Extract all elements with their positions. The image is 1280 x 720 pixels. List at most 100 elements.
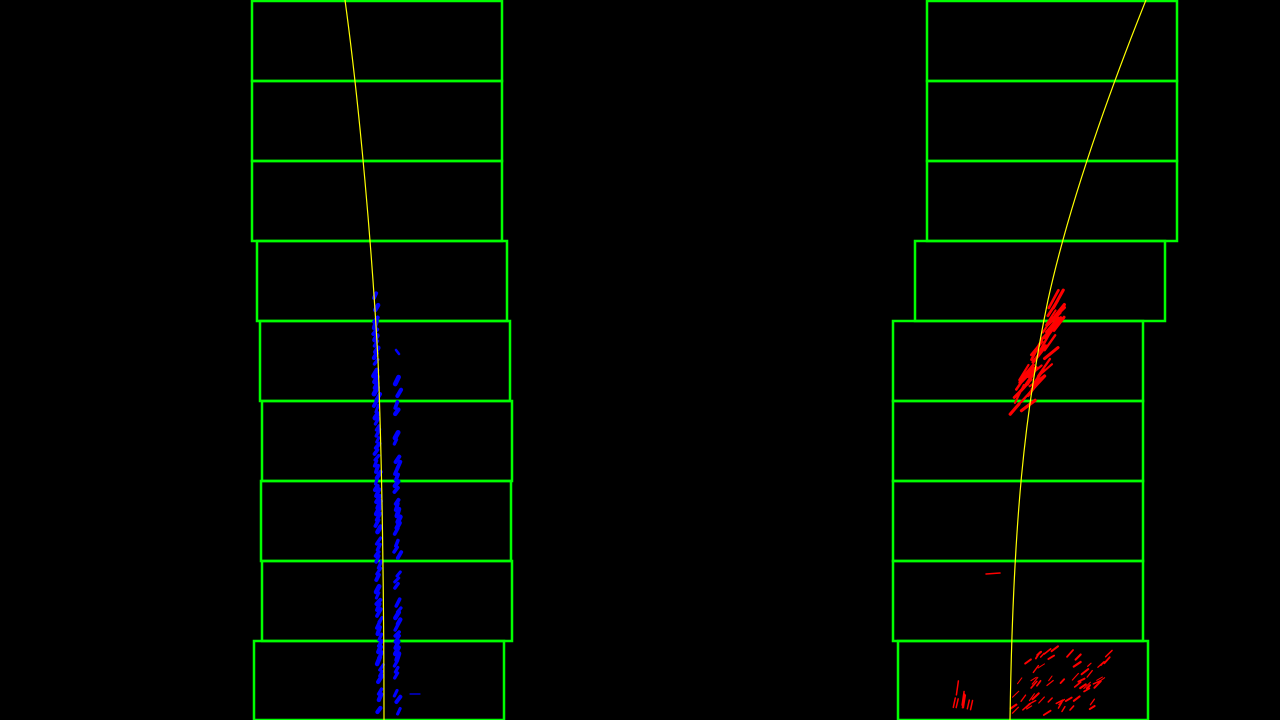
right-lane-pixel: [1090, 699, 1094, 705]
right-lane-pixel: [1076, 654, 1081, 659]
left-lane-pixel: [376, 556, 378, 562]
right-lane-pixel: [1075, 682, 1081, 687]
right-lane-pixel: [1047, 681, 1053, 686]
left-lane-pixel: [398, 552, 401, 558]
left-window-7: [261, 481, 511, 561]
left-lane-pixel: [374, 387, 378, 394]
right-lane-pixel: [1098, 662, 1104, 668]
left-lane-pixel: [379, 694, 381, 700]
right-lane-pixel: [1062, 707, 1065, 712]
left-lane-pixel: [395, 625, 398, 630]
left-lane-pixel: [374, 401, 377, 406]
right-window-2: [927, 81, 1177, 161]
right-window-1: [927, 1, 1177, 81]
left-lane-pixel: [395, 410, 398, 414]
left-lane-pixel: [375, 450, 378, 454]
right-window-8: [893, 561, 1143, 641]
right-lane-pixel: [1038, 664, 1044, 668]
right-lane-pixel: [1078, 679, 1084, 682]
left-lane-pixel: [394, 488, 398, 492]
right-lane-pixel: [1048, 698, 1052, 702]
right-lane-pixel: [1090, 706, 1095, 709]
left-window-3: [252, 161, 502, 241]
right-window-6: [893, 401, 1143, 481]
right-lane-pixel: [1087, 671, 1092, 678]
right-lane-pixel: [953, 698, 955, 707]
left-lane-pixel: [378, 627, 380, 634]
left-lane-pixel: [377, 438, 379, 442]
left-lane-pixel: [396, 697, 400, 702]
left-lane-pixel: [394, 547, 397, 552]
left-lane-pixel: [395, 668, 397, 672]
right-lane-pixels: [953, 290, 1112, 715]
left-lane-pixel: [377, 657, 380, 664]
right-lane-pixel: [1039, 697, 1045, 703]
right-lane-pixel: [1074, 696, 1080, 700]
left-window-1: [252, 1, 502, 81]
right-lane-pixel: [1018, 678, 1022, 684]
right-lane-pixel: [1032, 693, 1038, 699]
left-lane-pixel: [395, 481, 398, 486]
right-lane-pixel: [956, 699, 958, 708]
left-lane-pixel: [396, 599, 399, 606]
right-lane-pixel: [1021, 695, 1026, 701]
right-lane-pixel: [1012, 707, 1018, 713]
left-lane-pixel: [376, 444, 380, 448]
right-lane-pixel: [1033, 666, 1038, 673]
left-window-4: [257, 241, 507, 321]
left-lane-pixel: [374, 360, 377, 364]
left-lane-pixel: [396, 540, 398, 546]
right-lane-pixel: [1066, 698, 1072, 701]
left-window-6: [262, 401, 512, 481]
left-lane-pixel: [398, 709, 400, 714]
left-lane-pixel: [375, 414, 378, 418]
left-lane-pixel: [374, 353, 377, 358]
right-lane-pixel: [1011, 705, 1017, 709]
left-lane-pixel: [396, 475, 398, 480]
right-lane-pixel: [1067, 650, 1073, 657]
left-lane-pixel: [394, 690, 397, 696]
right-lane-pixel: [956, 681, 958, 695]
left-lane-pixel: [395, 584, 398, 588]
left-lane-pixel: [396, 350, 399, 354]
left-lane-pixel: [378, 647, 380, 652]
left-lane-pixels: [373, 293, 420, 714]
left-window-2: [252, 81, 502, 161]
left-lane-pixel: [376, 477, 378, 484]
right-lane-pixel: [1061, 679, 1065, 683]
right-lane-pixel: [1025, 659, 1031, 663]
right-lane-pixel: [1088, 663, 1091, 666]
left-lane-windows: [252, 1, 512, 720]
right-lane-pixel: [1044, 649, 1050, 654]
right-lane-pixel: [1072, 673, 1078, 680]
left-lane-pixel: [378, 527, 381, 532]
left-lane-pixel: [395, 578, 399, 582]
right-lane-pixel: [1049, 676, 1052, 681]
left-lane-pixel: [397, 509, 399, 516]
right-lane-pixel: [986, 573, 1000, 574]
right-lane-pixel: [1048, 656, 1054, 659]
left-lane-pixel: [395, 673, 398, 678]
right-window-3: [927, 161, 1177, 241]
right-lane-pixel: [1104, 657, 1109, 663]
left-lane-pixel: [395, 612, 399, 618]
left-lane-pixel: [377, 708, 380, 712]
left-lane-pixel: [395, 402, 397, 408]
right-lane-pixel: [1082, 669, 1089, 674]
right-lane-pixel: [1013, 691, 1019, 697]
left-window-5: [260, 321, 510, 401]
left-lane-pixel: [376, 466, 378, 472]
right-lane-pixel: [1074, 662, 1081, 667]
left-lane-pixel: [395, 377, 398, 384]
right-lane-pixel: [967, 700, 969, 709]
right-lane-pixel: [1070, 706, 1074, 710]
right-lane-pixel: [1106, 650, 1112, 656]
left-lane-pixel: [397, 654, 399, 660]
right-lane-pixel: [1052, 646, 1058, 651]
left-lane-pixel: [378, 544, 380, 550]
left-lane-pixel: [397, 390, 401, 396]
right-lane-pixel: [971, 701, 973, 710]
left-lane-pixel: [376, 405, 379, 412]
